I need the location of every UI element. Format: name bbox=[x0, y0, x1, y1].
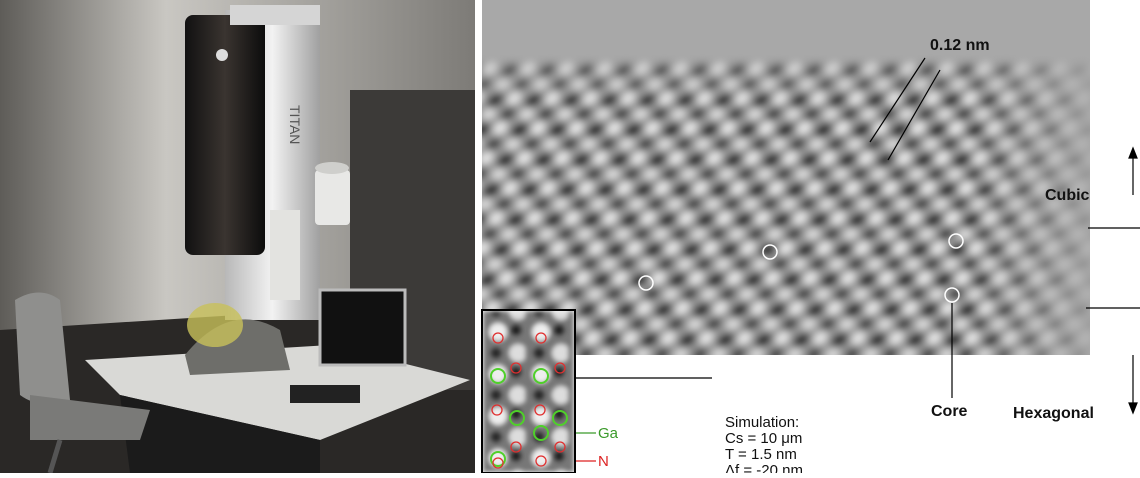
shape-rect bbox=[320, 290, 405, 365]
shape-ellipse bbox=[315, 162, 349, 174]
shape-rect bbox=[315, 170, 350, 225]
legend-n: N bbox=[598, 453, 609, 470]
shape-rect bbox=[483, 311, 574, 472]
simulation-param: Δf = -20 nm bbox=[725, 462, 803, 473]
shape-ellipse bbox=[187, 303, 243, 347]
shape-circle bbox=[216, 49, 228, 61]
hexagonal-label: Hexagonal bbox=[1013, 405, 1094, 422]
page: Titan microscope and HRTEM image {"photo… bbox=[0, 0, 1140, 473]
figure: TITAN 0.12 nm Cubic Core Hexagonal Ga N … bbox=[0, 0, 1140, 473]
core-label: Core bbox=[931, 403, 968, 420]
brand-label: TITAN bbox=[287, 105, 303, 144]
legend-ga: Ga bbox=[598, 425, 619, 442]
body: TITAN 0.12 nm Cubic Core Hexagonal Ga N … bbox=[0, 0, 1140, 473]
cubic-label: Cubic bbox=[1045, 187, 1090, 204]
simulation-title: Simulation: bbox=[725, 414, 799, 431]
shape-rect bbox=[290, 385, 360, 403]
spacing-label: 0.12 nm bbox=[930, 37, 990, 54]
micrograph bbox=[470, 0, 1100, 360]
simulation-param: T = 1.5 nm bbox=[725, 446, 797, 463]
shape-polygon bbox=[1129, 403, 1137, 413]
shape-rect bbox=[270, 210, 300, 300]
shape-rect bbox=[230, 5, 320, 25]
microscope-photo: TITAN bbox=[0, 0, 475, 473]
simulation-inset bbox=[482, 310, 575, 473]
shape-rect bbox=[482, 0, 1090, 355]
simulation-param: Cs = 10 μm bbox=[725, 430, 802, 447]
shape-polygon bbox=[1129, 148, 1137, 158]
